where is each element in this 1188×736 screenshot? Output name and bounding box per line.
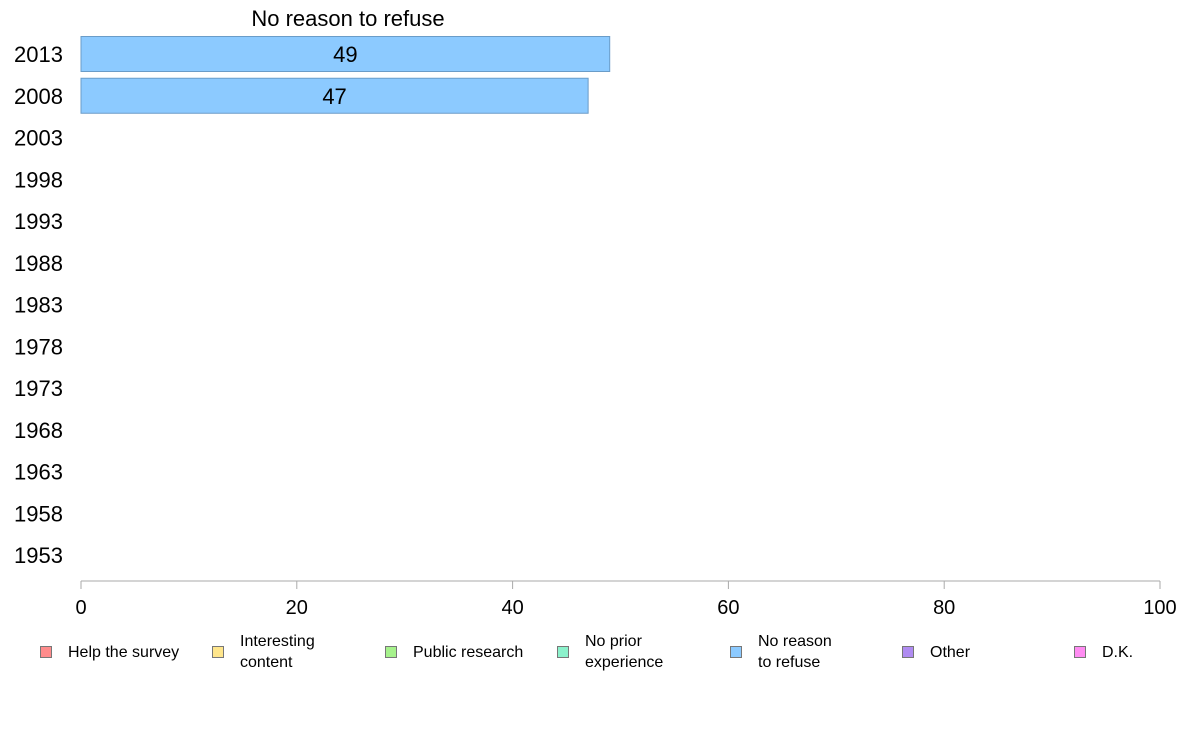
legend-label: Public research	[413, 643, 524, 661]
y-axis-labels: 2013 2008 2003 1998 1993 1988 1983 1978 1973 1968…	[14, 42, 63, 568]
legend-label: D.K.	[1102, 643, 1134, 661]
legend-label: No reason to refuse	[758, 633, 832, 671]
legend-item: Other	[902, 628, 970, 676]
y-tick-label: 2008	[14, 84, 63, 109]
y-tick-label: 1958	[14, 501, 63, 526]
x-tick-label: 80	[933, 597, 955, 619]
x-tick-label: 0	[75, 597, 86, 619]
legend-item: No reason to refuse	[730, 628, 832, 676]
legend-label: No prior experience	[585, 633, 664, 671]
y-tick-label: 2013	[14, 42, 63, 67]
legend-swatch	[730, 646, 742, 658]
x-tick-label: 20	[286, 597, 308, 619]
legend-label: Interesting content	[240, 633, 315, 671]
legend-label: Other	[930, 643, 971, 661]
x-tick-label: 40	[501, 597, 523, 619]
chart-title: No reason to refuse	[251, 6, 444, 31]
y-tick-label: 1993	[14, 209, 63, 234]
legend-swatch	[902, 646, 914, 658]
y-tick-label: 1963	[14, 460, 63, 485]
y-tick-label: 1968	[14, 418, 63, 443]
legend-swatch	[557, 646, 569, 658]
legend-item: No prior experience	[557, 628, 663, 676]
bar-chart: No reason to refuse 49 47 2013 2008 2003 199…	[14, 6, 1177, 619]
y-tick-label: 1953	[14, 543, 63, 568]
bar	[80, 77, 589, 114]
bars-group: 49 47	[80, 36, 611, 114]
legend-item: Public research	[385, 628, 523, 676]
y-tick-label: 1973	[14, 376, 63, 401]
legend-swatch	[1074, 646, 1086, 658]
legend-label: Help the survey	[68, 643, 180, 661]
bar-value-label: 49	[333, 42, 357, 67]
legend-swatch	[212, 646, 224, 658]
bar-value-label: 47	[322, 84, 346, 109]
y-tick-label: 1988	[14, 251, 63, 276]
y-tick-label: 2003	[14, 126, 63, 151]
legend-item: Interesting content	[212, 628, 315, 676]
legend-item: D.K.	[1074, 628, 1133, 676]
legend-swatch	[385, 646, 397, 658]
legend-swatch	[40, 646, 52, 658]
y-tick-label: 1978	[14, 334, 63, 359]
y-tick-label: 1998	[14, 167, 63, 192]
x-tick-label: 100	[1143, 597, 1176, 619]
x-axis: 0 20 40 60 80 100	[75, 580, 1177, 619]
legend: Help the survey Interesting content Public…	[0, 628, 1188, 688]
x-tick-label: 60	[717, 597, 739, 619]
legend-item: Help the survey	[40, 628, 179, 676]
bar	[80, 36, 611, 72]
y-tick-label: 1983	[14, 293, 63, 318]
